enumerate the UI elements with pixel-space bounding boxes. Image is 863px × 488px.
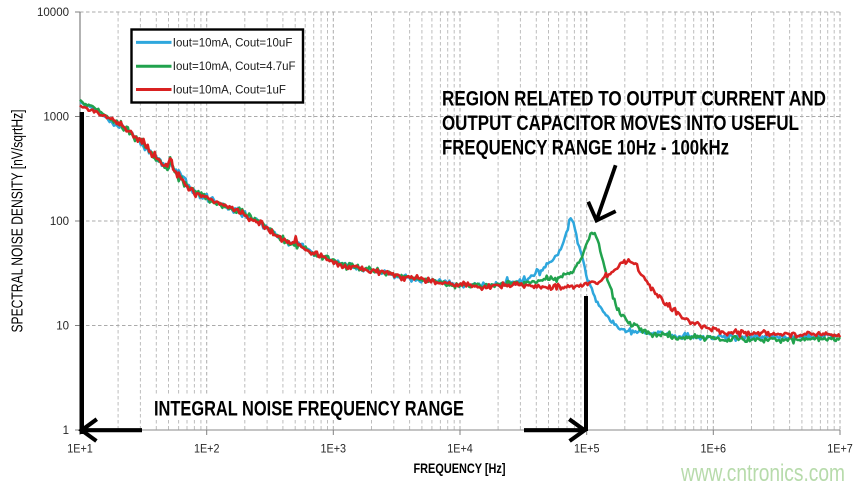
svg-text:FREQUENCY [Hz]: FREQUENCY [Hz] <box>414 460 506 476</box>
svg-text:1: 1 <box>63 425 69 437</box>
svg-text:SPECTRAL NOISE DENSITY [nV/sqr: SPECTRAL NOISE DENSITY [nV/sqrtHz] <box>9 110 26 333</box>
svg-text:FREQUENCY RANGE 10Hz - 100kHz: FREQUENCY RANGE 10Hz - 100kHz <box>442 137 729 160</box>
svg-text:REGION RELATED TO OUTPUT CURRE: REGION RELATED TO OUTPUT CURRENT AND <box>442 88 826 111</box>
svg-text:www.cntronics.com: www.cntronics.com <box>680 460 845 487</box>
svg-text:100: 100 <box>50 216 69 228</box>
svg-text:1E+4: 1E+4 <box>447 442 473 456</box>
svg-text:1E+1: 1E+1 <box>67 442 93 456</box>
svg-text:10000: 10000 <box>37 7 69 19</box>
svg-text:1E+6: 1E+6 <box>701 442 727 456</box>
svg-text:1E+3: 1E+3 <box>321 442 347 456</box>
svg-text:1E+2: 1E+2 <box>194 442 220 456</box>
svg-text:Iout=10mA, Cout=1uF: Iout=10mA, Cout=1uF <box>173 84 286 96</box>
svg-text:10: 10 <box>56 321 69 333</box>
svg-text:Iout=10mA, Cout=4.7uF: Iout=10mA, Cout=4.7uF <box>173 61 296 73</box>
svg-text:1000: 1000 <box>43 112 69 124</box>
svg-text:1E+7: 1E+7 <box>827 442 853 456</box>
svg-text:INTEGRAL NOISE FREQUENCY RANGE: INTEGRAL NOISE FREQUENCY RANGE <box>154 398 464 421</box>
svg-text:Iout=10mA, Cout=10uF: Iout=10mA, Cout=10uF <box>173 37 293 49</box>
svg-text:OUTPUT CAPACITOR MOVES INTO US: OUTPUT CAPACITOR MOVES INTO USEFUL <box>442 112 799 135</box>
svg-text:1E+5: 1E+5 <box>574 442 600 456</box>
